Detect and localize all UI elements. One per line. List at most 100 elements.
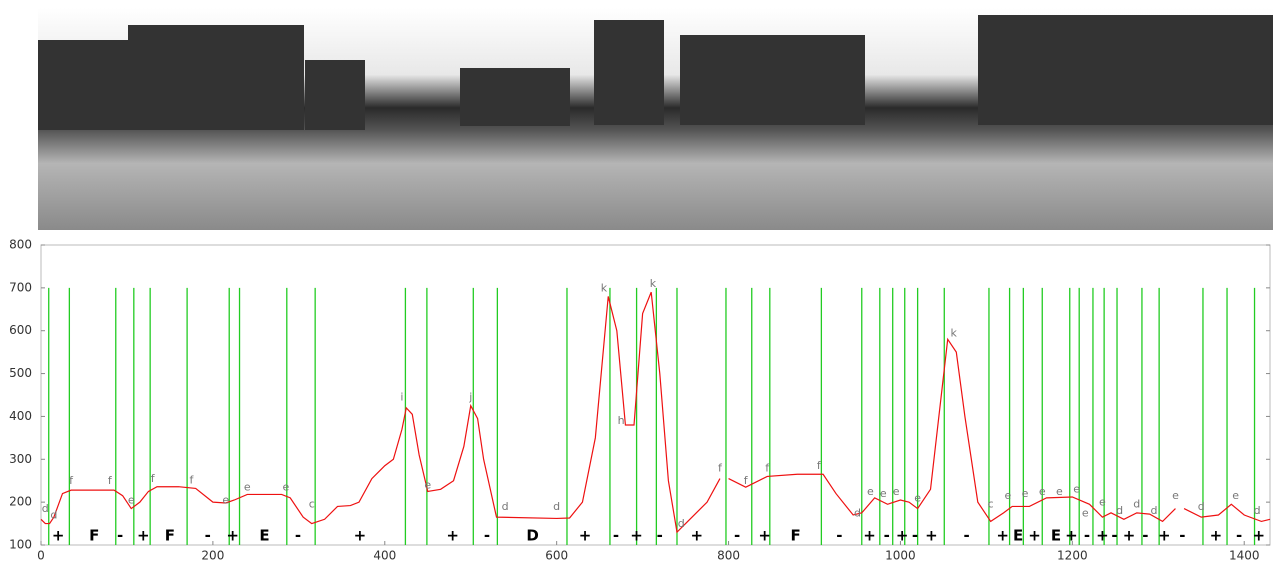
segment-label: + bbox=[758, 527, 771, 545]
segment-label: F bbox=[790, 527, 800, 545]
point-label: e bbox=[244, 481, 251, 494]
segment-label: - bbox=[657, 527, 663, 545]
segment-label: + bbox=[446, 527, 459, 545]
figure: 1002003004005006007008000200400600800100… bbox=[0, 0, 1273, 563]
point-label: k bbox=[601, 281, 608, 294]
point-label: e bbox=[1073, 483, 1080, 496]
segment-label: + bbox=[630, 527, 643, 545]
point-label: f bbox=[69, 474, 74, 487]
segment-label: + bbox=[1096, 527, 1109, 545]
x-tick-label: 1200 bbox=[1057, 549, 1088, 563]
point-label: k bbox=[650, 277, 657, 290]
x-tick-label: 200 bbox=[201, 549, 224, 563]
point-label: e bbox=[1099, 496, 1106, 509]
point-label: e bbox=[880, 487, 887, 500]
segment-label: + bbox=[354, 527, 367, 545]
point-label: e bbox=[1082, 506, 1089, 519]
point-label: d bbox=[553, 500, 560, 513]
point-label: f bbox=[151, 472, 156, 485]
point-label: e bbox=[1232, 489, 1239, 502]
point-label: e bbox=[1172, 489, 1179, 502]
segment-label: + bbox=[896, 527, 909, 545]
point-label: d bbox=[1198, 500, 1205, 513]
point-label: d bbox=[50, 508, 57, 521]
y-tick-label: 300 bbox=[9, 452, 32, 466]
segment-label: + bbox=[226, 527, 239, 545]
point-label: d bbox=[42, 502, 49, 515]
segment-label: - bbox=[295, 527, 301, 545]
x-tick-label: 600 bbox=[545, 549, 568, 563]
segment-label: + bbox=[863, 527, 876, 545]
segment-label: - bbox=[912, 527, 918, 545]
point-label: e bbox=[424, 478, 431, 491]
point-label: h bbox=[618, 414, 625, 427]
segment-label: F bbox=[165, 527, 175, 545]
x-tick-label: 400 bbox=[373, 549, 396, 563]
segment-label: F bbox=[89, 527, 99, 545]
point-label: e bbox=[1022, 487, 1029, 500]
point-label: e bbox=[128, 493, 135, 506]
point-label: c bbox=[309, 498, 315, 511]
point-label: d bbox=[1150, 504, 1157, 517]
point-label: f bbox=[744, 474, 749, 487]
segment-label: + bbox=[1123, 527, 1136, 545]
point-label: e bbox=[867, 485, 874, 498]
x-tick-label: 800 bbox=[717, 549, 740, 563]
y-tick-label: 500 bbox=[9, 366, 32, 380]
segment-label: + bbox=[1028, 527, 1041, 545]
point-label: d bbox=[678, 517, 685, 530]
point-label: d bbox=[1116, 504, 1123, 517]
point-label: f bbox=[718, 461, 723, 474]
segment-label: E bbox=[259, 527, 269, 545]
segment-label: + bbox=[137, 527, 150, 545]
segment-label: - bbox=[1236, 527, 1242, 545]
segment-label: E bbox=[1013, 527, 1023, 545]
segment-label: - bbox=[484, 527, 490, 545]
page: 1002003004005006007008000200400600800100… bbox=[0, 0, 1273, 563]
segment-label: - bbox=[1084, 527, 1090, 545]
segment-label: + bbox=[579, 527, 592, 545]
segment-label: + bbox=[1253, 527, 1266, 545]
segment-label: + bbox=[996, 527, 1009, 545]
x-tick-label: 1400 bbox=[1229, 549, 1260, 563]
point-label: d bbox=[1254, 504, 1261, 517]
point-label: d bbox=[1133, 498, 1140, 511]
segment-label: D bbox=[526, 527, 538, 545]
y-tick-label: 100 bbox=[9, 538, 32, 552]
point-label: f bbox=[189, 473, 194, 486]
point-label: d bbox=[502, 500, 509, 513]
point-label: i bbox=[400, 391, 403, 404]
point-label: j bbox=[468, 391, 472, 404]
point-label: e bbox=[1056, 485, 1063, 498]
point-label: e bbox=[914, 491, 921, 504]
segment-label: + bbox=[925, 527, 938, 545]
point-label: c bbox=[988, 498, 994, 511]
y-tick-label: 800 bbox=[9, 238, 32, 252]
segment-label: - bbox=[734, 527, 740, 545]
segment-label: - bbox=[964, 527, 970, 545]
segment-label: - bbox=[1142, 527, 1148, 545]
segment-label: - bbox=[205, 527, 211, 545]
segment-label: + bbox=[1210, 527, 1223, 545]
point-label: e bbox=[283, 481, 290, 494]
segment-label: - bbox=[117, 527, 123, 545]
point-label: e bbox=[1004, 489, 1011, 502]
y-tick-label: 700 bbox=[9, 280, 32, 294]
point-label: f bbox=[108, 474, 113, 487]
segment-label: + bbox=[690, 527, 703, 545]
x-tick-label: 0 bbox=[37, 549, 45, 563]
point-label: e bbox=[893, 485, 900, 498]
segment-label: - bbox=[613, 527, 619, 545]
segment-label: + bbox=[52, 527, 65, 545]
point-label: e bbox=[1039, 485, 1046, 498]
y-tick-label: 200 bbox=[9, 495, 32, 509]
y-tick-label: 400 bbox=[9, 409, 32, 423]
segment-label: - bbox=[884, 527, 890, 545]
segment-label: + bbox=[1158, 527, 1171, 545]
segment-label: - bbox=[1179, 527, 1185, 545]
y-tick-label: 600 bbox=[9, 323, 32, 337]
segment-label: - bbox=[836, 527, 842, 545]
segment-label: + bbox=[1065, 527, 1078, 545]
buildings bbox=[38, 15, 1273, 130]
point-label: e bbox=[222, 493, 229, 506]
